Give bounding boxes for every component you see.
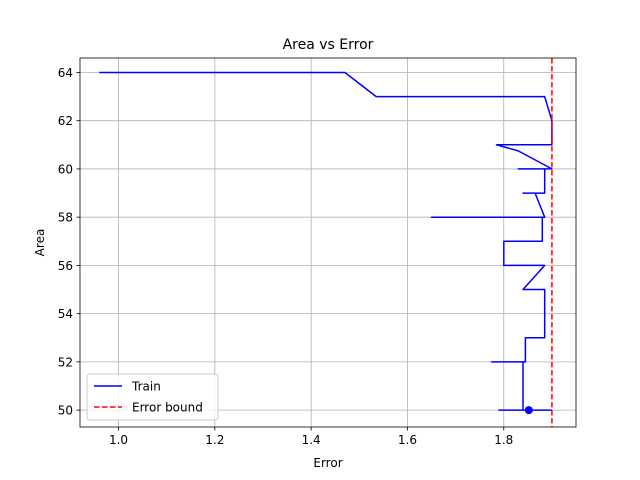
axes-frame bbox=[79, 57, 577, 428]
y-axis-label: Area bbox=[33, 229, 47, 257]
x-tick-label: 1.2 bbox=[205, 433, 224, 447]
legend-label-train: Train bbox=[131, 380, 161, 394]
x-axis-ticks: 1.0 1.2 1.4 1.6 1.8 bbox=[109, 427, 513, 447]
plot-lines bbox=[99, 58, 553, 427]
y-tick-label: 64 bbox=[58, 66, 73, 80]
y-tick-label: 58 bbox=[58, 211, 73, 225]
y-tick-label: 54 bbox=[58, 307, 73, 321]
legend: Train Error bound bbox=[86, 373, 219, 421]
y-tick-label: 52 bbox=[58, 355, 73, 369]
train-series-line bbox=[99, 71, 553, 411]
y-tick-label: 62 bbox=[58, 114, 73, 128]
x-tick-label: 1.8 bbox=[494, 433, 513, 447]
x-tick-label: 1.0 bbox=[109, 433, 128, 447]
x-tick-label: 1.6 bbox=[398, 433, 417, 447]
train-marker-point bbox=[524, 406, 533, 415]
y-tick-label: 56 bbox=[58, 259, 73, 273]
y-tick-label: 50 bbox=[58, 404, 73, 418]
y-axis-ticks: 50 52 54 56 58 60 62 64 bbox=[58, 66, 80, 418]
y-tick-label: 60 bbox=[58, 162, 73, 176]
x-axis-label: Error bbox=[313, 456, 342, 470]
chart-title: Area vs Error bbox=[283, 37, 374, 53]
legend-label-error-bound: Error bound bbox=[132, 401, 203, 415]
x-tick-label: 1.4 bbox=[302, 433, 321, 447]
